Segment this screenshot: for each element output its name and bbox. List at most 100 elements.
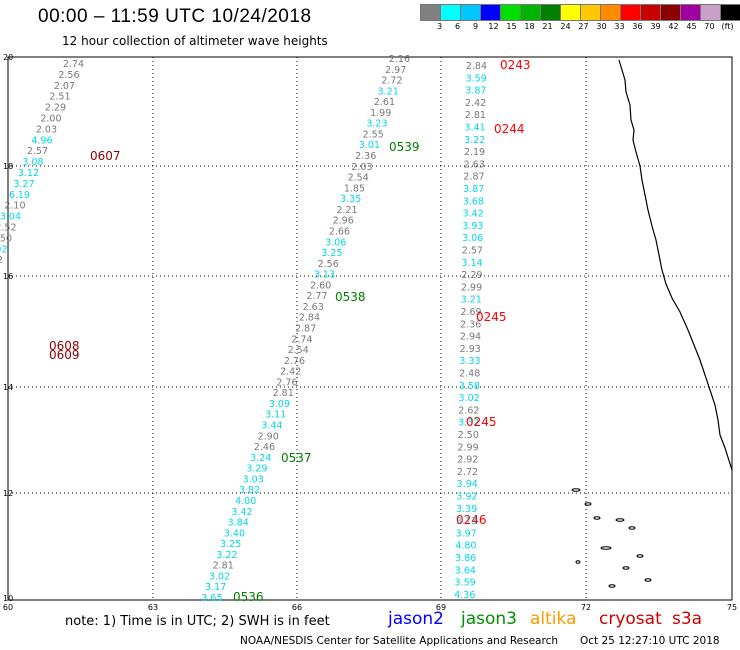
island xyxy=(608,584,616,588)
color-scale xyxy=(420,4,740,21)
wave-height-value: 3.87 xyxy=(463,184,484,195)
wave-height-value: 2.94 xyxy=(460,332,481,343)
scale-label: 21 xyxy=(542,22,553,31)
track-0607: 2.742.562.072.512.292.002.034.962.573.08… xyxy=(0,59,84,266)
wave-height-value: 2.62 xyxy=(458,405,479,416)
wave-height-value: 2.87 xyxy=(295,324,316,335)
wave-height-value: 2.81 xyxy=(213,561,234,572)
wave-height-value: 2.66 xyxy=(329,226,350,237)
wave-height-value: 2.92 xyxy=(457,455,478,466)
wave-height-value: 3.58 xyxy=(459,381,480,392)
island xyxy=(584,502,592,506)
lat-label: 14 xyxy=(3,383,13,392)
wave-height-value: 3.12 xyxy=(18,168,39,179)
lon-label: 72 xyxy=(581,603,591,612)
wave-height-value: 3.23 xyxy=(366,119,387,130)
island xyxy=(615,518,625,522)
coastline xyxy=(618,59,733,471)
wave-height-value: 2.42 xyxy=(465,98,486,109)
wave-height-value: 3.21 xyxy=(378,86,399,97)
lon-label: 63 xyxy=(148,603,158,612)
scale-label: 9 xyxy=(472,22,479,31)
scale-label: 12 xyxy=(488,22,499,31)
wave-height-value: 3.02 xyxy=(459,393,480,404)
scale-label: 27 xyxy=(578,22,589,31)
wave-height-value: 3.59 xyxy=(466,73,487,84)
pass-label-0609: 0609 xyxy=(49,348,80,362)
wave-height-value: 3.14 xyxy=(462,258,483,269)
wave-height-value: 3.33 xyxy=(459,356,480,367)
wave-height-value: 2.46 xyxy=(254,442,275,453)
wave-height-value: 3.64 xyxy=(455,565,476,576)
wave-height-value: 3.22 xyxy=(216,550,237,561)
wave-height-value: 3.13 xyxy=(314,270,335,281)
island xyxy=(636,554,644,558)
wave-height-value: 3.08 xyxy=(22,157,43,168)
wave-height-value: 3.39 xyxy=(456,504,477,515)
wave-height-value: 3.82 xyxy=(239,485,260,496)
wave-height-value: 3.01 xyxy=(359,140,380,151)
pass-label-0537: 0537 xyxy=(281,451,312,465)
wave-height-value: 2.56 xyxy=(318,259,339,270)
wave-height-value: 3.06 xyxy=(325,237,346,248)
wave-height-value: 3.42 xyxy=(463,209,484,220)
wave-height-value: 3.40 xyxy=(224,528,245,539)
wave-height-value: 2.99 xyxy=(461,282,482,293)
wave-height-value: 3.84 xyxy=(228,518,249,529)
wave-height-value: 2.69 xyxy=(460,307,481,318)
wave-height-value: 2.52 xyxy=(0,223,17,234)
wave-height-value: 2.63 xyxy=(303,302,324,313)
wave-height-value: 4.00 xyxy=(235,496,256,507)
scale-label: 18 xyxy=(524,22,535,31)
wave-height-value: 2.48 xyxy=(459,369,480,380)
scale-label: 33 xyxy=(614,22,625,31)
lon-label: 75 xyxy=(727,603,737,612)
wave-height-value: 2.72 xyxy=(457,467,478,478)
wave-height-value: 3.41 xyxy=(464,123,485,134)
wave-height-value: 2.54 xyxy=(348,173,369,184)
scale-label: 24 xyxy=(560,22,571,31)
pass-label-0607: 0607 xyxy=(90,149,121,163)
legend-s3a: s3a xyxy=(672,609,703,629)
wave-height-value: 2.29 xyxy=(461,270,482,281)
wave-height-value: 3.93 xyxy=(462,221,483,232)
wave-height-value: 3.22 xyxy=(464,135,485,146)
lat-label: 18 xyxy=(3,162,13,171)
scale-label: 3 xyxy=(436,22,443,31)
pass-label-0539: 0539 xyxy=(389,140,420,154)
wave-height-value: 2.77 xyxy=(306,291,327,302)
legend-jason3: jason3 xyxy=(461,609,517,629)
island xyxy=(575,560,581,564)
lon-label: 69 xyxy=(436,603,446,612)
wave-height-value: 2.74 xyxy=(63,59,84,70)
island xyxy=(593,516,601,520)
wave-height-value: 3.92 xyxy=(456,492,477,503)
wave-height-value: 2.72 xyxy=(0,255,3,266)
pass-label-0246: 0246 xyxy=(456,513,487,527)
scale-label: 42 xyxy=(668,22,679,31)
lat-label: 10 xyxy=(3,594,13,603)
wave-height-value: 3.09 xyxy=(269,399,290,410)
wave-height-value: 2.97 xyxy=(385,65,406,76)
wave-height-value: 2.19 xyxy=(464,147,485,158)
wave-height-value: 2.90 xyxy=(258,431,279,442)
scale-label: (ft) xyxy=(721,22,734,31)
wave-height-value: 1.99 xyxy=(370,108,391,119)
wave-height-value: 2.93 xyxy=(460,344,481,355)
scale-label: 70 xyxy=(704,22,715,31)
wave-height-value: 3.59 xyxy=(455,578,476,589)
wave-height-value: 2.55 xyxy=(363,129,384,140)
wave-height-value: 3.86 xyxy=(455,553,476,564)
wave-height-value: 2.56 xyxy=(58,70,79,81)
wave-height-value: 2.36 xyxy=(355,151,376,162)
scale-label: 45 xyxy=(686,22,697,31)
wave-height-value: 3.92 xyxy=(0,244,8,255)
wave-height-value: 2.29 xyxy=(45,103,66,114)
scale-label: 30 xyxy=(596,22,607,31)
map-title: 00:00 – 11:59 UTC 10/24/2018 xyxy=(38,6,312,27)
credit-text: NOAA/NESDIS Center for Satellite Applica… xyxy=(240,635,558,647)
pass-label-0245a: 0245 xyxy=(476,310,507,324)
scale-label: 39 xyxy=(650,22,661,31)
wave-height-value: 2.96 xyxy=(333,216,354,227)
